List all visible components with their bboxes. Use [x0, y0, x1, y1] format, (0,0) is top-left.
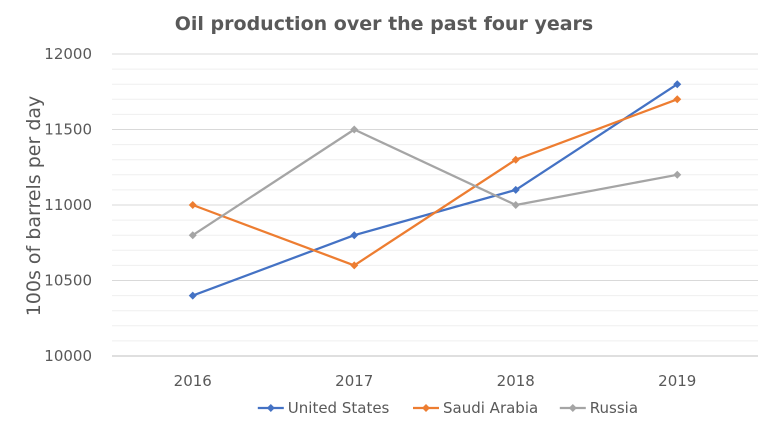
series-line-russia	[191, 128, 679, 237]
data-point-russia	[511, 201, 520, 209]
legend-swatch-marker	[266, 404, 275, 412]
data-point-russia	[673, 170, 682, 179]
data-point-united-states	[350, 231, 359, 240]
y-axis-label: 100s of barrels per day	[23, 96, 45, 317]
y-tick-label: 10000	[44, 347, 92, 365]
data-point-united-states	[673, 80, 682, 89]
legend-swatch-marker	[568, 404, 577, 412]
y-tick-label: 11000	[44, 196, 92, 214]
data-point-saudi-arabia	[350, 261, 359, 270]
legend-item-united-states: United States	[257, 399, 390, 417]
legend-swatch-marker	[422, 404, 430, 412]
y-axis-ticks: 10000 10500 11000 11500 12000	[44, 45, 92, 365]
x-axis-ticks: 2016 2017 2018 2019	[174, 372, 697, 390]
data-point-saudi-arabia	[511, 155, 520, 164]
chart-title: Oil production over the past four years	[175, 13, 593, 35]
series-lines	[188, 80, 682, 300]
x-tick-label: 2018	[497, 372, 535, 390]
legend-label: United States	[288, 399, 390, 417]
y-tick-label: 11500	[44, 121, 92, 139]
series-russia	[188, 125, 682, 240]
legend: United States Saudi Arabia Russia	[257, 399, 638, 417]
data-point-russia	[188, 231, 197, 240]
x-tick-label: 2016	[174, 372, 212, 390]
series-line-saudi-arabia	[191, 98, 679, 267]
data-point-saudi-arabia	[673, 95, 682, 104]
x-tick-label: 2019	[658, 372, 696, 390]
data-point-united-states	[511, 185, 520, 194]
legend-item-saudi-arabia: Saudi Arabia	[413, 399, 538, 417]
data-point-russia	[350, 125, 359, 134]
y-tick-label: 12000	[44, 45, 92, 63]
data-point-saudi-arabia	[188, 201, 197, 209]
data-point-united-states	[188, 291, 197, 300]
legend-item-russia: Russia	[559, 399, 638, 417]
legend-label: Russia	[590, 399, 638, 417]
x-tick-label: 2017	[335, 372, 373, 390]
y-tick-label: 10500	[44, 272, 92, 290]
gridlines	[112, 53, 758, 357]
legend-label: Saudi Arabia	[443, 399, 538, 417]
series-saudi-arabia	[188, 95, 682, 270]
